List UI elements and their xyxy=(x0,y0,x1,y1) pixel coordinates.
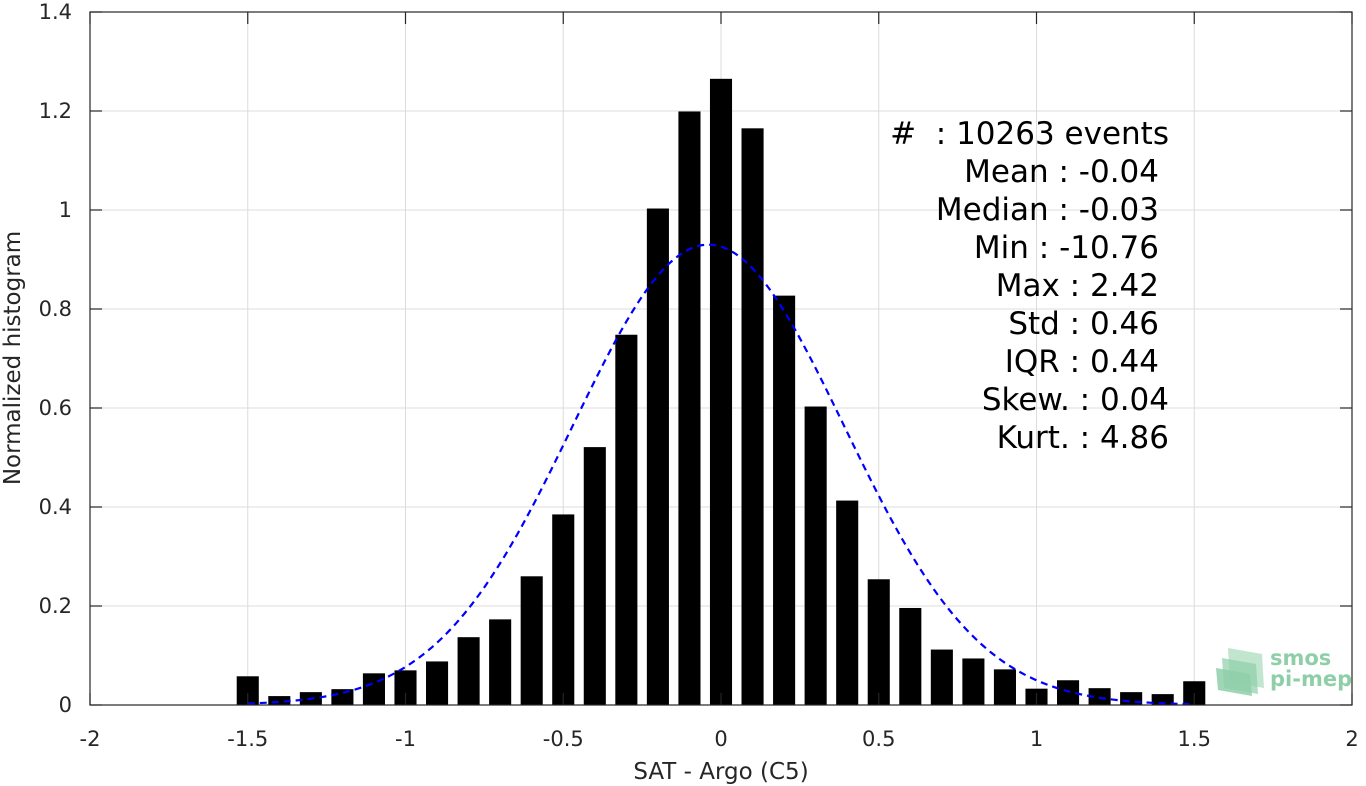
stat-skew: Skew. : 0.04 xyxy=(982,382,1169,418)
logo-line1: smos xyxy=(1270,646,1331,670)
histogram-bar-20 xyxy=(867,579,890,705)
histogram-bar-14 xyxy=(678,111,701,706)
histogram-bar-11 xyxy=(583,447,606,705)
stat-mean: Mean : -0.04 xyxy=(964,154,1159,190)
y-tick-label-1: 0.2 xyxy=(39,594,72,618)
x-tick-label-2: -1 xyxy=(395,727,416,751)
histogram-bar-24 xyxy=(993,669,1016,705)
stat-std: Std : 0.46 xyxy=(1008,306,1159,342)
y-tick-label-6: 1.2 xyxy=(39,99,72,123)
histogram-bar-23 xyxy=(962,658,985,705)
stat-median: Median : -0.03 xyxy=(936,192,1159,228)
logo-line2: pi-mep xyxy=(1270,667,1352,691)
histogram-bar-0 xyxy=(236,676,259,705)
y-tick-label-0: 0 xyxy=(59,693,72,717)
histogram-bar-22 xyxy=(930,649,953,705)
x-tick-label-6: 1 xyxy=(1030,727,1043,751)
histogram-bar-17 xyxy=(773,295,796,705)
axis-ticks xyxy=(89,11,1353,706)
logo-waves-icon xyxy=(1216,648,1264,696)
x-tick-labels: -2 -1.5 -1 -0.5 0 0.5 1 1.5 2 xyxy=(80,727,1359,751)
x-tick-label-8: 2 xyxy=(1345,727,1358,751)
histogram-bar-5 xyxy=(394,670,417,705)
histogram-bar-29 xyxy=(1151,694,1174,705)
stats-annotation: # : 10263 events Mean : -0.04 Median : -… xyxy=(890,116,1169,456)
histogram-bar-19 xyxy=(836,500,859,705)
histogram-bar-13 xyxy=(646,208,669,705)
y-tick-label-5: 1 xyxy=(59,198,72,222)
stat-events: # : 10263 events xyxy=(890,116,1169,152)
y-axis-label: Normalized histogram xyxy=(0,231,26,485)
histogram-bar-3 xyxy=(331,689,354,705)
normal-fit-curve xyxy=(247,243,1195,706)
histogram-bar-26 xyxy=(1057,680,1080,705)
x-tick-label-0: -2 xyxy=(80,727,101,751)
histogram-bar-7 xyxy=(457,637,480,705)
histogram-bar-4 xyxy=(362,673,385,705)
x-axis-label: SAT - Argo (C5) xyxy=(633,759,808,785)
x-tick-label-5: 0.5 xyxy=(862,727,895,751)
histogram-bar-10 xyxy=(552,514,575,705)
y-tick-label-2: 0.4 xyxy=(39,495,72,519)
stat-max: Max : 2.42 xyxy=(996,268,1159,304)
histogram-bar-16 xyxy=(741,128,764,705)
stat-iqr: IQR : 0.44 xyxy=(1005,344,1159,380)
histogram-bar-6 xyxy=(426,661,449,705)
y-tick-labels: 0 0.2 0.4 0.6 0.8 1 1.2 1.4 xyxy=(39,0,72,717)
histogram-bar-12 xyxy=(615,334,638,705)
stat-kurt: Kurt. : 4.86 xyxy=(997,420,1169,456)
histogram-bar-8 xyxy=(489,619,512,705)
bar-series xyxy=(236,78,1206,706)
x-tick-label-1: -1.5 xyxy=(227,727,268,751)
y-tick-label-7: 1.4 xyxy=(39,0,72,24)
y-tick-label-3: 0.6 xyxy=(39,396,72,420)
x-tick-label-3: -0.5 xyxy=(543,727,584,751)
histogram-bar-9 xyxy=(520,576,543,705)
x-tick-label-7: 1.5 xyxy=(1178,727,1211,751)
x-tick-label-4: 0 xyxy=(714,727,727,751)
histogram-bar-27 xyxy=(1088,688,1111,705)
histogram-bar-1 xyxy=(268,696,291,705)
histogram-bar-21 xyxy=(899,607,922,705)
histogram-bar-18 xyxy=(804,406,827,705)
y-tick-label-4: 0.8 xyxy=(39,297,72,321)
smos-pimep-logo: smos pi-mep xyxy=(1216,646,1352,696)
histogram-bar-15 xyxy=(709,78,733,705)
stat-min: Min : -10.76 xyxy=(974,230,1159,266)
